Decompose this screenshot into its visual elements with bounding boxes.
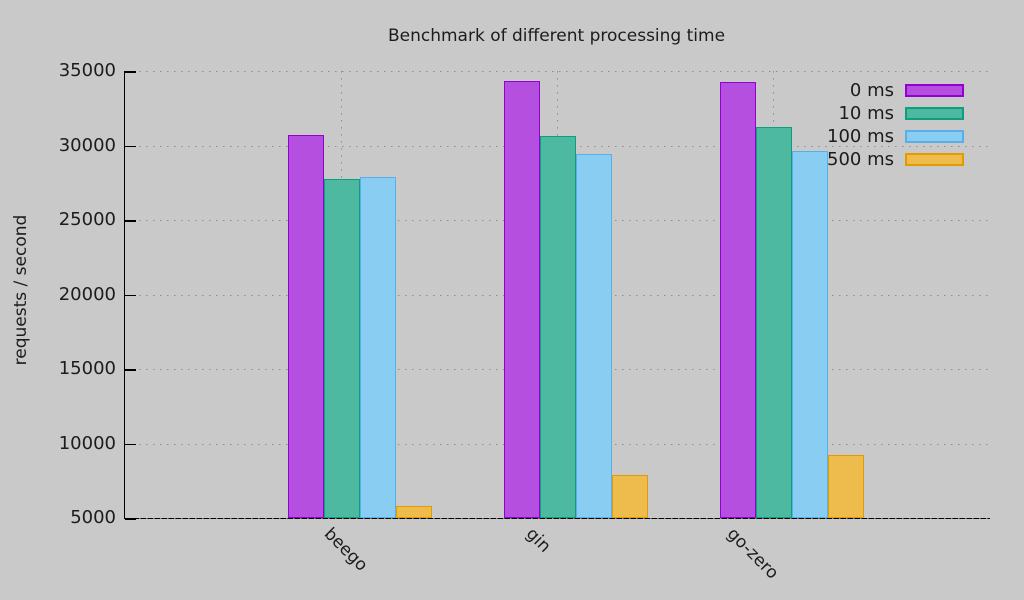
legend: 0 ms 10 ms 100 ms 500 ms [774, 79, 964, 171]
x-axis-tick-label: gin [521, 524, 555, 557]
y-tick-mark [125, 71, 136, 73]
chart-title: Benchmark of different processing time [387, 26, 726, 46]
legend-swatch [905, 84, 964, 97]
legend-label: 100 ms [827, 126, 894, 147]
y-tick-mark [125, 518, 136, 520]
bar-beego-100ms [360, 176, 396, 518]
y-axis-tick-label: 35000 [58, 60, 116, 81]
legend-label: 10 ms [838, 103, 894, 124]
y-tick-mark [125, 220, 136, 222]
x-axis-tick-label: go-zero [722, 524, 783, 584]
y-axis-tick-label: 30000 [58, 134, 116, 156]
bar-gin-100ms [576, 154, 612, 518]
h-gridline [125, 518, 990, 519]
legend-row: 0 ms [774, 79, 964, 102]
plot-area [124, 71, 990, 520]
y-axis-tick-label: 25000 [58, 209, 116, 230]
bar-go-zero-100ms [792, 151, 828, 518]
legend-swatch [905, 153, 964, 166]
y-axis-tick-label: 5000 [70, 507, 116, 528]
bar-gin-500ms [612, 474, 648, 518]
y-tick-mark [125, 294, 136, 296]
legend-row: 10 ms [774, 102, 964, 125]
y-axis-tick-label: 10000 [58, 432, 116, 454]
y-tick-mark [125, 443, 136, 445]
y-tick-mark [125, 369, 136, 371]
bar-go-zero-500ms [828, 455, 864, 518]
y-axis-tick-label: 15000 [58, 358, 116, 379]
legend-swatch [905, 107, 964, 120]
legend-label: 500 ms [827, 149, 894, 170]
bar-gin-0ms [504, 81, 540, 518]
bar-beego-0ms [288, 135, 324, 518]
legend-row: 100 ms [774, 125, 964, 148]
legend-label: 0 ms [849, 80, 894, 101]
legend-swatch [905, 130, 964, 143]
bar-beego-500ms [396, 506, 432, 518]
y-axis-tick-label: 20000 [58, 283, 116, 305]
x-axis-tick-label: beego [319, 524, 372, 576]
bar-go-zero-10ms [756, 126, 792, 518]
y-tick-mark [125, 145, 136, 147]
bar-beego-10ms [324, 179, 360, 518]
bar-go-zero-0ms [720, 82, 756, 518]
bar-gin-10ms [540, 135, 576, 518]
legend-row: 500 ms [774, 148, 964, 171]
